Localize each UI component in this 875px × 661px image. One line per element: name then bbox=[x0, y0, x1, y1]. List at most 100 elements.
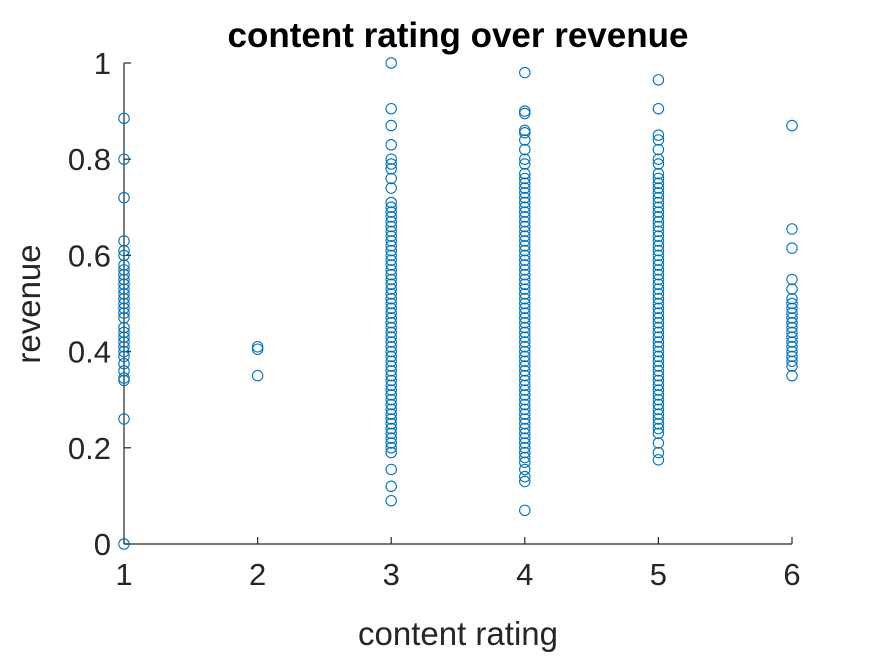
scatter-point bbox=[652, 374, 665, 387]
scatter-point bbox=[652, 379, 665, 392]
scatter-point bbox=[385, 225, 397, 238]
scatter-point bbox=[385, 57, 397, 69]
scatter-point bbox=[519, 331, 531, 343]
scatter-point bbox=[519, 360, 531, 372]
scatter-point bbox=[519, 422, 531, 435]
scatter-point bbox=[519, 379, 531, 392]
scatter-point bbox=[519, 283, 531, 295]
scatter-point bbox=[786, 341, 798, 353]
scatter-point bbox=[385, 254, 397, 266]
scatter-point bbox=[385, 494, 397, 507]
x-tick-label: 2 bbox=[249, 557, 266, 592]
scatter-point bbox=[519, 355, 531, 367]
scatter-point bbox=[118, 112, 130, 125]
scatter-point bbox=[652, 427, 665, 440]
scatter-point bbox=[652, 278, 665, 291]
axes: 1 2 3 4 5 6 0 0.2 0.4 0.6 0.8 1 bbox=[68, 46, 801, 592]
scatter-point bbox=[652, 259, 665, 271]
scatter-point bbox=[519, 240, 531, 252]
scatter-point bbox=[519, 187, 531, 199]
scatter-point bbox=[519, 504, 531, 517]
scatter-point bbox=[519, 463, 531, 476]
scatter-point bbox=[652, 403, 665, 416]
scatter-point bbox=[786, 273, 798, 286]
scatter-point bbox=[519, 105, 531, 117]
scatter-point bbox=[118, 292, 130, 305]
scatter-point bbox=[652, 158, 665, 170]
scatter-point bbox=[519, 417, 531, 430]
scatter-point bbox=[519, 321, 531, 334]
x-tick-label: 4 bbox=[516, 557, 533, 592]
scatter-point bbox=[385, 119, 397, 132]
scatter-point bbox=[786, 297, 798, 310]
scatter-point bbox=[519, 288, 531, 300]
scatter-point bbox=[519, 220, 531, 233]
scatter-point bbox=[385, 413, 397, 425]
scatter-point bbox=[652, 187, 665, 199]
scatter-point bbox=[385, 446, 397, 459]
scatter-point bbox=[519, 225, 531, 238]
scatter-point bbox=[118, 372, 130, 384]
scatter-point bbox=[519, 249, 531, 262]
scatter-point bbox=[519, 124, 531, 137]
scatter-point bbox=[652, 341, 665, 353]
scatter-point bbox=[652, 225, 665, 238]
scatter-point bbox=[652, 172, 665, 185]
scatter-point bbox=[519, 312, 531, 324]
scatter-point bbox=[385, 259, 397, 271]
scatter-point bbox=[652, 360, 665, 372]
scatter-point bbox=[385, 384, 397, 396]
scatter-point bbox=[652, 297, 665, 310]
scatter-point bbox=[385, 172, 397, 185]
x-tick-label: 5 bbox=[650, 557, 667, 592]
x-tick-label: 1 bbox=[115, 557, 132, 592]
scatter-point bbox=[118, 297, 130, 310]
scatter-point bbox=[652, 230, 665, 242]
scatter-point bbox=[385, 273, 397, 286]
scatter-point bbox=[519, 393, 531, 406]
scatter-point bbox=[786, 331, 798, 343]
scatter-point bbox=[519, 437, 531, 449]
scatter-point bbox=[786, 283, 798, 295]
scatter-point bbox=[118, 283, 130, 295]
scatter-point bbox=[385, 331, 397, 343]
y-tick-label: 0 bbox=[94, 527, 111, 562]
scatter-point bbox=[385, 341, 397, 353]
scatter-point bbox=[652, 446, 665, 459]
scatter-point bbox=[652, 437, 665, 449]
scatter-point bbox=[652, 408, 665, 420]
scatter-point bbox=[118, 259, 130, 271]
scatter-point bbox=[385, 283, 397, 295]
scatter-point bbox=[519, 172, 531, 185]
scatter-point bbox=[385, 292, 397, 305]
scatter-point bbox=[385, 268, 397, 281]
scatter-point bbox=[385, 360, 397, 372]
scatter-point bbox=[519, 350, 531, 363]
scatter-point bbox=[652, 182, 665, 194]
scatter-point bbox=[519, 442, 531, 454]
scatter-point bbox=[786, 307, 798, 319]
scatter-point bbox=[786, 345, 798, 358]
scatter-point bbox=[519, 196, 531, 209]
scatter-point bbox=[118, 249, 130, 262]
scatter-point bbox=[118, 413, 130, 425]
scatter-point bbox=[519, 403, 531, 416]
scatter-point bbox=[519, 336, 531, 348]
scatter-point bbox=[118, 357, 130, 370]
scatter-point bbox=[385, 374, 397, 387]
scatter-point bbox=[118, 307, 130, 319]
scatter-point bbox=[251, 369, 264, 382]
scatter-point bbox=[385, 235, 397, 247]
scatter-point bbox=[519, 446, 531, 459]
scatter-point bbox=[118, 278, 130, 291]
scatter-point bbox=[652, 240, 665, 252]
scatter-point bbox=[385, 442, 397, 454]
scatter-point bbox=[519, 134, 531, 146]
scatter-point bbox=[385, 408, 397, 420]
scatter-point bbox=[519, 66, 531, 79]
scatter-point bbox=[652, 206, 665, 218]
scatter-point bbox=[652, 302, 665, 315]
scatter-point bbox=[652, 331, 665, 343]
scatter-point bbox=[652, 264, 665, 276]
